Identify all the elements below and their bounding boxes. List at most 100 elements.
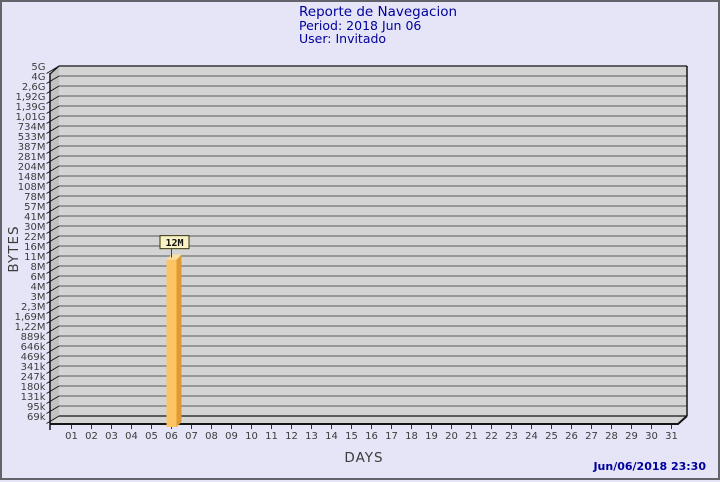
y-tick-label: 108M xyxy=(18,182,46,193)
y-tick-label: 281M xyxy=(18,152,46,163)
y-axis-wall xyxy=(50,66,59,424)
x-tick-label: 15 xyxy=(345,431,358,442)
y-tick-label: 1,01G xyxy=(15,112,45,123)
y-tick-mark xyxy=(46,255,60,264)
y-tick-label: 341k xyxy=(21,362,46,373)
y-tick-mark xyxy=(46,125,60,134)
x-tick-label: 17 xyxy=(385,431,398,442)
x-tick-label: 20 xyxy=(445,431,458,442)
bar-value-label: 12M xyxy=(165,238,183,249)
y-tick-mark xyxy=(46,245,60,254)
y-tick-label: 4M xyxy=(31,282,46,293)
y-tick-label: 6M xyxy=(31,272,46,283)
y-tick-mark xyxy=(46,325,60,334)
bar xyxy=(166,259,177,427)
x-tick-label: 02 xyxy=(85,431,98,442)
y-tick-mark xyxy=(46,115,60,124)
x-tick-label: 12 xyxy=(285,431,298,442)
x-tick-label: 14 xyxy=(325,431,338,442)
x-tick-label: 29 xyxy=(625,431,638,442)
y-tick-mark xyxy=(46,365,60,374)
y-tick-mark xyxy=(46,175,60,184)
y-tick-label: 5G xyxy=(31,62,45,73)
y-tick-label: 78M xyxy=(24,192,45,203)
y-tick-mark xyxy=(46,105,60,114)
y-tick-label: 1,39G xyxy=(15,102,45,113)
y-tick-label: 646k xyxy=(21,342,46,353)
y-tick-label: 11M xyxy=(24,252,45,263)
y-tick-label: 734M xyxy=(18,122,46,133)
y-tick-mark xyxy=(46,155,60,164)
y-tick-label: 247k xyxy=(21,372,46,383)
y-tick-label: 22M xyxy=(24,232,45,243)
y-tick-mark xyxy=(46,335,60,344)
y-tick-label: 57M xyxy=(24,202,45,213)
x-tick-label: 28 xyxy=(605,431,618,442)
x-tick-label: 03 xyxy=(105,431,118,442)
bar-value-callout xyxy=(159,235,190,250)
x-tick-label: 07 xyxy=(185,431,198,442)
x-tick-label: 21 xyxy=(465,431,478,442)
y-tick-label: 131k xyxy=(21,392,46,403)
chart-floor xyxy=(50,416,687,424)
x-tick-label: 31 xyxy=(665,431,678,442)
report-header: Reporte de Navegacion Period: 2018 Jun 0… xyxy=(299,4,458,45)
page-title: Reporte de Navegacion xyxy=(299,4,458,20)
y-tick-mark xyxy=(46,75,60,84)
x-axis-title: DAYS xyxy=(344,450,384,466)
y-tick-mark xyxy=(46,85,60,94)
y-tick-mark xyxy=(46,295,60,304)
x-tick-label: 10 xyxy=(245,431,258,442)
y-tick-label: 16M xyxy=(24,242,45,253)
x-tick-label: 26 xyxy=(565,431,578,442)
y-tick-label: 889k xyxy=(21,332,46,343)
y-tick-mark xyxy=(46,315,60,324)
y-tick-label: 2,6G xyxy=(22,82,46,93)
x-tick-label: 05 xyxy=(145,431,158,442)
x-tick-label: 19 xyxy=(425,431,438,442)
y-tick-label: 1,69M xyxy=(15,312,46,323)
y-tick-mark xyxy=(46,265,60,274)
y-tick-mark xyxy=(46,95,60,104)
bar-top-face xyxy=(166,254,182,260)
y-tick-label: 204M xyxy=(18,162,46,173)
report-timestamp: Jun/06/2018 23:30 xyxy=(593,460,706,473)
y-tick-mark xyxy=(46,375,60,384)
x-tick-label: 30 xyxy=(645,431,658,442)
y-axis-title: BYTES xyxy=(6,225,22,273)
x-tick-label: 13 xyxy=(305,431,318,442)
bar-side-face xyxy=(176,254,182,427)
x-tick-label: 09 xyxy=(225,431,238,442)
y-tick-label: 1,22M xyxy=(15,322,46,333)
x-tick-label: 04 xyxy=(125,431,138,442)
y-tick-label: 469k xyxy=(21,352,46,363)
y-tick-mark xyxy=(46,415,60,424)
plot-background xyxy=(59,66,687,416)
y-tick-label: 1,92G xyxy=(15,92,45,103)
y-tick-mark xyxy=(46,285,60,294)
y-tick-mark xyxy=(46,195,60,204)
y-tick-mark xyxy=(46,205,60,214)
y-tick-mark xyxy=(46,145,60,154)
x-tick-label: 27 xyxy=(585,431,598,442)
x-tick-label: 08 xyxy=(205,431,218,442)
x-axis-front-edge xyxy=(50,415,688,425)
report-period: Period: 2018 Jun 06 xyxy=(299,18,422,33)
y-tick-label: 3M xyxy=(31,292,46,303)
x-tick-label: 23 xyxy=(505,431,518,442)
y-tick-mark xyxy=(46,135,60,144)
y-tick-label: 30M xyxy=(24,222,45,233)
y-tick-label: 4G xyxy=(31,72,45,83)
x-tick-label: 22 xyxy=(485,431,498,442)
x-tick-label: 01 xyxy=(65,431,78,442)
y-tick-label: 180k xyxy=(21,382,46,393)
y-tick-mark xyxy=(46,345,60,354)
y-tick-mark xyxy=(46,275,60,284)
y-tick-mark xyxy=(46,235,60,244)
y-tick-label: 148M xyxy=(18,172,46,183)
y-tick-label: 533M xyxy=(18,132,46,143)
y-tick-mark xyxy=(46,305,60,314)
y-tick-mark xyxy=(46,185,60,194)
